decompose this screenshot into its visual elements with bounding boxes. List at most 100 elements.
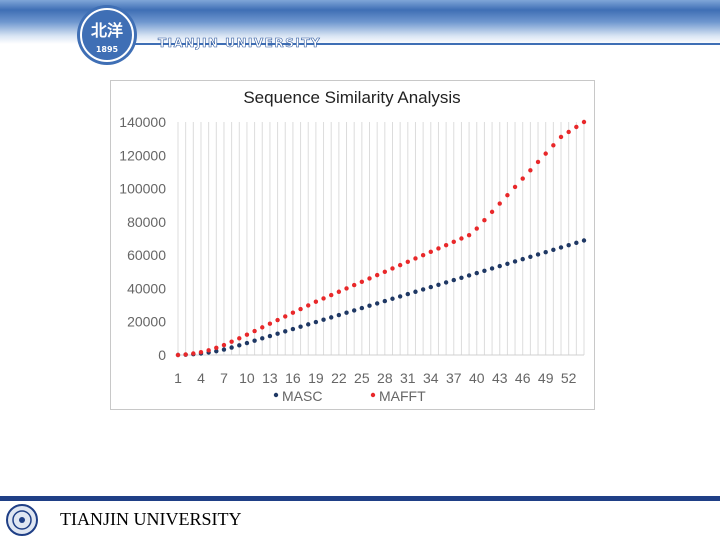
data-point-mafft (382, 269, 388, 274)
data-point-mafft (574, 124, 579, 130)
data-point-mafft (459, 236, 464, 241)
data-point-masc (558, 245, 564, 250)
data-point-mafft (237, 336, 242, 341)
data-point-mafft (175, 352, 181, 358)
header-university-name: TIANJIN UNIVERSITY (158, 36, 322, 51)
data-point-masc (436, 282, 441, 287)
data-point-mafft (283, 314, 288, 319)
y-axis-ticks: 140000 120000 100000 80000 60000 40000 20000 0 (119, 114, 166, 363)
y-tick-label: 0 (158, 347, 166, 363)
series-masc (175, 238, 587, 358)
data-point-mafft (397, 262, 403, 268)
chart-title: Sequence Similarity Analysis (243, 88, 460, 107)
data-point-masc (283, 329, 288, 334)
data-point-mafft (221, 342, 227, 348)
x-tick-label: 40 (469, 370, 485, 386)
data-point-masc (351, 308, 357, 313)
logo-inner-ring (80, 8, 134, 62)
data-point-masc (390, 296, 395, 301)
data-point-mafft (436, 246, 441, 251)
data-point-mafft (367, 276, 372, 281)
y-tick-label: 20000 (127, 314, 166, 330)
data-point-masc (443, 280, 449, 285)
data-point-mafft (390, 266, 395, 271)
x-tick-label: 19 (308, 370, 324, 386)
data-point-mafft (420, 252, 426, 258)
data-point-masc (466, 273, 472, 278)
data-point-masc (275, 331, 280, 336)
footer-logo-center (19, 517, 25, 523)
data-point-mafft (252, 328, 257, 334)
data-point-masc (505, 261, 510, 266)
data-point-masc (229, 345, 234, 350)
data-point-mafft (535, 159, 541, 165)
data-point-masc (420, 287, 426, 292)
data-point-masc (252, 338, 257, 343)
data-point-masc (497, 263, 502, 269)
data-point-mafft (198, 349, 204, 355)
data-point-mafft (581, 119, 587, 125)
data-point-masc (244, 340, 250, 346)
data-point-mafft (183, 352, 188, 357)
data-point-masc (336, 312, 342, 318)
data-point-masc (397, 294, 403, 299)
data-point-mafft (260, 325, 265, 330)
data-point-masc (428, 284, 433, 290)
series-layer (175, 119, 587, 358)
x-tick-label: 37 (446, 370, 462, 386)
data-point-masc (574, 240, 579, 246)
data-point-mafft (244, 332, 250, 337)
data-point-masc (367, 303, 372, 308)
data-point-masc (489, 266, 495, 271)
legend-marker-masc (273, 392, 279, 398)
data-point-masc (290, 326, 296, 332)
chart-svg: Sequence Similarity Analysis 14000012000… (119, 88, 587, 404)
data-point-masc (359, 305, 365, 311)
header-divider (130, 43, 720, 45)
footer-logo-inner (12, 510, 32, 530)
data-point-mafft (466, 232, 472, 238)
data-point-mafft (451, 239, 456, 245)
logo-year: 1895 (96, 45, 119, 54)
data-point-masc (260, 336, 265, 341)
x-tick-label: 43 (492, 370, 508, 386)
grid-layer (177, 122, 585, 356)
data-point-mafft (489, 209, 495, 215)
data-point-masc (543, 249, 548, 255)
series-mafft (175, 119, 587, 358)
y-tick-label: 40000 (127, 280, 166, 296)
x-tick-label: 25 (354, 370, 370, 386)
y-tick-label: 60000 (127, 247, 166, 263)
data-point-mafft (551, 143, 556, 148)
data-point-masc (382, 298, 388, 304)
data-point-masc (413, 289, 418, 294)
legend-label-masc: MASC (282, 388, 322, 404)
university-logo: 北洋 1895 (77, 5, 137, 65)
x-tick-label: 1 (174, 370, 182, 386)
x-tick-label: 52 (561, 370, 577, 386)
x-tick-label: 7 (220, 370, 228, 386)
footer-logo (6, 504, 38, 536)
data-point-masc (551, 247, 556, 253)
data-point-masc (535, 252, 541, 257)
footer-university-name: TIANJIN UNIVERSITY (60, 509, 242, 529)
data-point-mafft (344, 286, 349, 291)
data-point-masc (374, 301, 380, 306)
data-point-mafft (558, 134, 564, 140)
data-point-mafft (497, 201, 502, 206)
data-point-masc (237, 343, 242, 348)
x-tick-label: 28 (377, 370, 393, 386)
legend: MASC MAFFT (273, 388, 426, 404)
x-tick-label: 46 (515, 370, 531, 386)
data-point-masc (344, 310, 349, 315)
logo-characters: 北洋 (91, 21, 123, 40)
data-point-mafft (359, 279, 365, 284)
data-point-masc (482, 268, 487, 273)
x-tick-label: 10 (239, 370, 255, 386)
data-point-masc (321, 317, 326, 322)
data-point-mafft (329, 292, 334, 298)
data-point-mafft (321, 296, 326, 301)
x-tick-label: 16 (285, 370, 301, 386)
data-point-mafft (229, 339, 234, 344)
y-tick-label: 80000 (127, 214, 166, 230)
